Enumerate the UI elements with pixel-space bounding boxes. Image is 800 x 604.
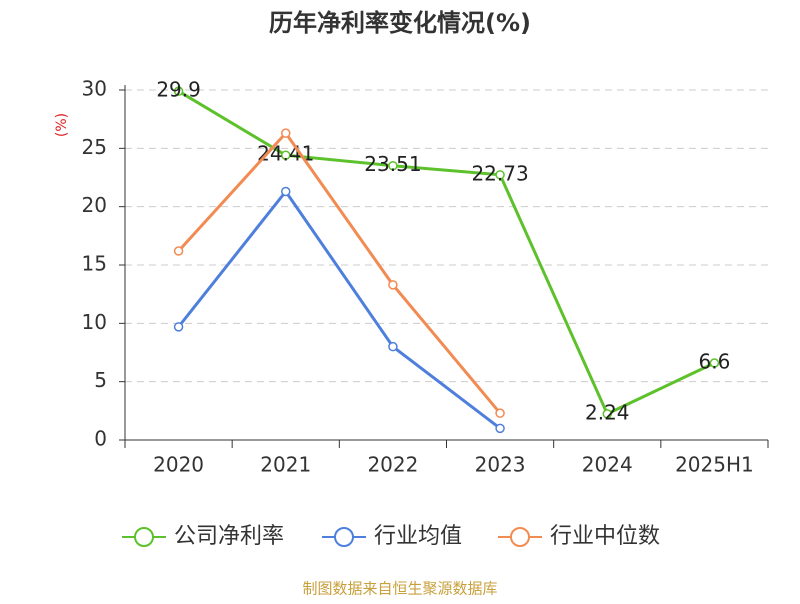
y-tick-label: 5 bbox=[94, 368, 107, 392]
legend-marker bbox=[510, 527, 530, 547]
legend-label: 公司净利率 bbox=[174, 524, 284, 549]
data-point bbox=[495, 170, 505, 180]
y-axis-label: (%) bbox=[54, 113, 70, 137]
data-label: 6.6 bbox=[699, 350, 731, 374]
y-tick-label: 30 bbox=[82, 77, 107, 101]
data-point bbox=[495, 408, 505, 418]
chart-title: 历年净利率变化情况(%) bbox=[269, 9, 531, 37]
data-label: 22.73 bbox=[471, 161, 528, 185]
series-line bbox=[177, 89, 716, 416]
legend-marker bbox=[134, 527, 154, 547]
x-tick-label: 2025H1 bbox=[675, 453, 754, 477]
y-tick-label: 25 bbox=[82, 135, 107, 159]
data-point bbox=[388, 280, 398, 290]
data-point bbox=[281, 186, 291, 197]
x-tick-label: 2023 bbox=[475, 453, 526, 477]
x-tick-label: 2022 bbox=[367, 453, 418, 477]
data-point bbox=[495, 423, 505, 434]
series-line bbox=[177, 130, 502, 415]
data-point bbox=[281, 150, 291, 160]
data-label: 23.51 bbox=[364, 152, 421, 176]
data-label: 2.24 bbox=[585, 400, 630, 424]
legend-label: 行业中位数 bbox=[550, 524, 660, 549]
x-tick-label: 2020 bbox=[153, 453, 204, 477]
y-tick-label: 15 bbox=[82, 252, 107, 276]
y-tick-label: 10 bbox=[82, 310, 107, 334]
x-tick-label: 2021 bbox=[260, 453, 311, 477]
data-point bbox=[173, 246, 184, 256]
series-line bbox=[177, 188, 501, 430]
data-point bbox=[388, 341, 398, 352]
data-point bbox=[173, 86, 184, 96]
data-point bbox=[173, 322, 184, 332]
legend-marker bbox=[334, 527, 354, 547]
data-point bbox=[281, 128, 291, 138]
data-point bbox=[709, 358, 720, 368]
data-point bbox=[388, 160, 398, 171]
y-tick-label: 20 bbox=[82, 193, 107, 217]
y-tick-label: 0 bbox=[94, 427, 107, 451]
x-tick-label: 2024 bbox=[582, 453, 633, 477]
data-point bbox=[602, 409, 612, 419]
data-label: 29.9 bbox=[156, 78, 201, 102]
source-note: 制图数据来自恒生聚源数据库 bbox=[302, 580, 497, 598]
legend-label: 行业均值 bbox=[374, 524, 462, 549]
